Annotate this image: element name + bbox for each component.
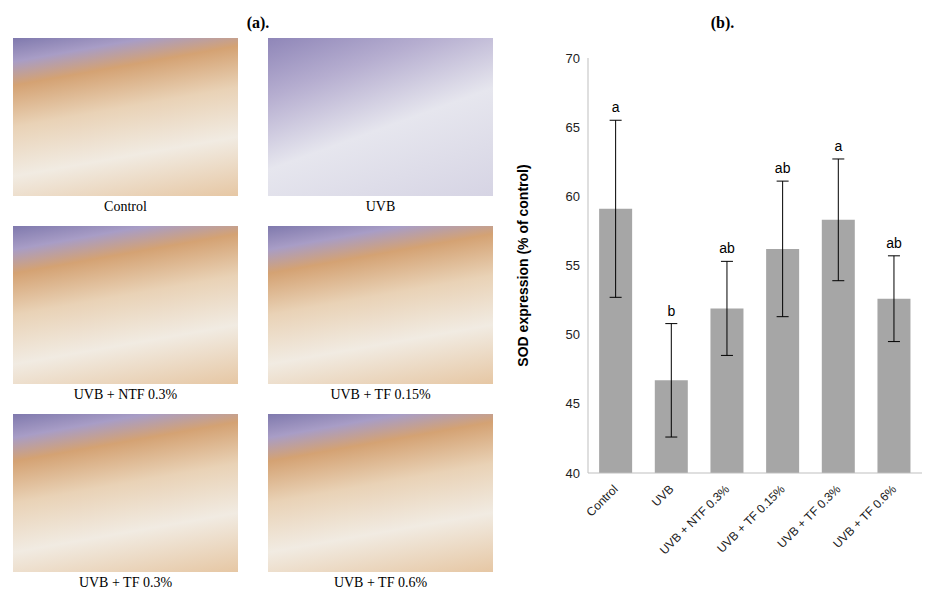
svg-text:45: 45 (566, 396, 580, 411)
svg-text:65: 65 (566, 120, 580, 135)
html-text:Control: Control (104, 199, 147, 214)
svg-text:UVB + TF 0.6%: UVB + TF 0.6% (830, 482, 899, 551)
html-text:UVB + NTF 0.3%: UVB + NTF 0.3% (73, 387, 178, 402)
svg-text:60: 60 (566, 189, 580, 204)
html-text:UVB: UVB (365, 199, 396, 214)
svg-text:Control: Control (584, 482, 621, 519)
svg-text:a: a (834, 138, 842, 154)
svg-text:b: b (667, 303, 675, 319)
svg-text:SOD expression (% of control): SOD expression (% of control) (515, 164, 531, 366)
svg-text:40: 40 (566, 466, 580, 481)
svg-text:UVB: UVB (649, 482, 676, 509)
svg-text:UVB + NTF 0.3%: UVB + NTF 0.3% (656, 482, 733, 558)
svg-text:ab: ab (719, 240, 735, 256)
svg-text:70: 70 (566, 51, 580, 66)
html-text:UVB + TF 0.3%: UVB + TF 0.3% (78, 575, 173, 590)
svg-text:50: 50 (566, 327, 580, 342)
svg-text:ab: ab (886, 235, 902, 251)
svg-text:UVB + TF 0.15%: UVB + TF 0.15% (714, 482, 788, 556)
html-text:UVB + TF 0.6%: UVB + TF 0.6% (333, 575, 428, 590)
html-text:(a).: (a). (246, 14, 270, 31)
html-text:UVB + TF 0.15%: UVB + TF 0.15% (330, 387, 431, 402)
html-text:(b).: (b). (710, 14, 735, 31)
svg-text:55: 55 (566, 258, 580, 273)
svg-text:a: a (612, 99, 620, 115)
svg-text:UVB + TF 0.3%: UVB + TF 0.3% (774, 482, 844, 551)
svg-text:ab: ab (775, 160, 791, 176)
